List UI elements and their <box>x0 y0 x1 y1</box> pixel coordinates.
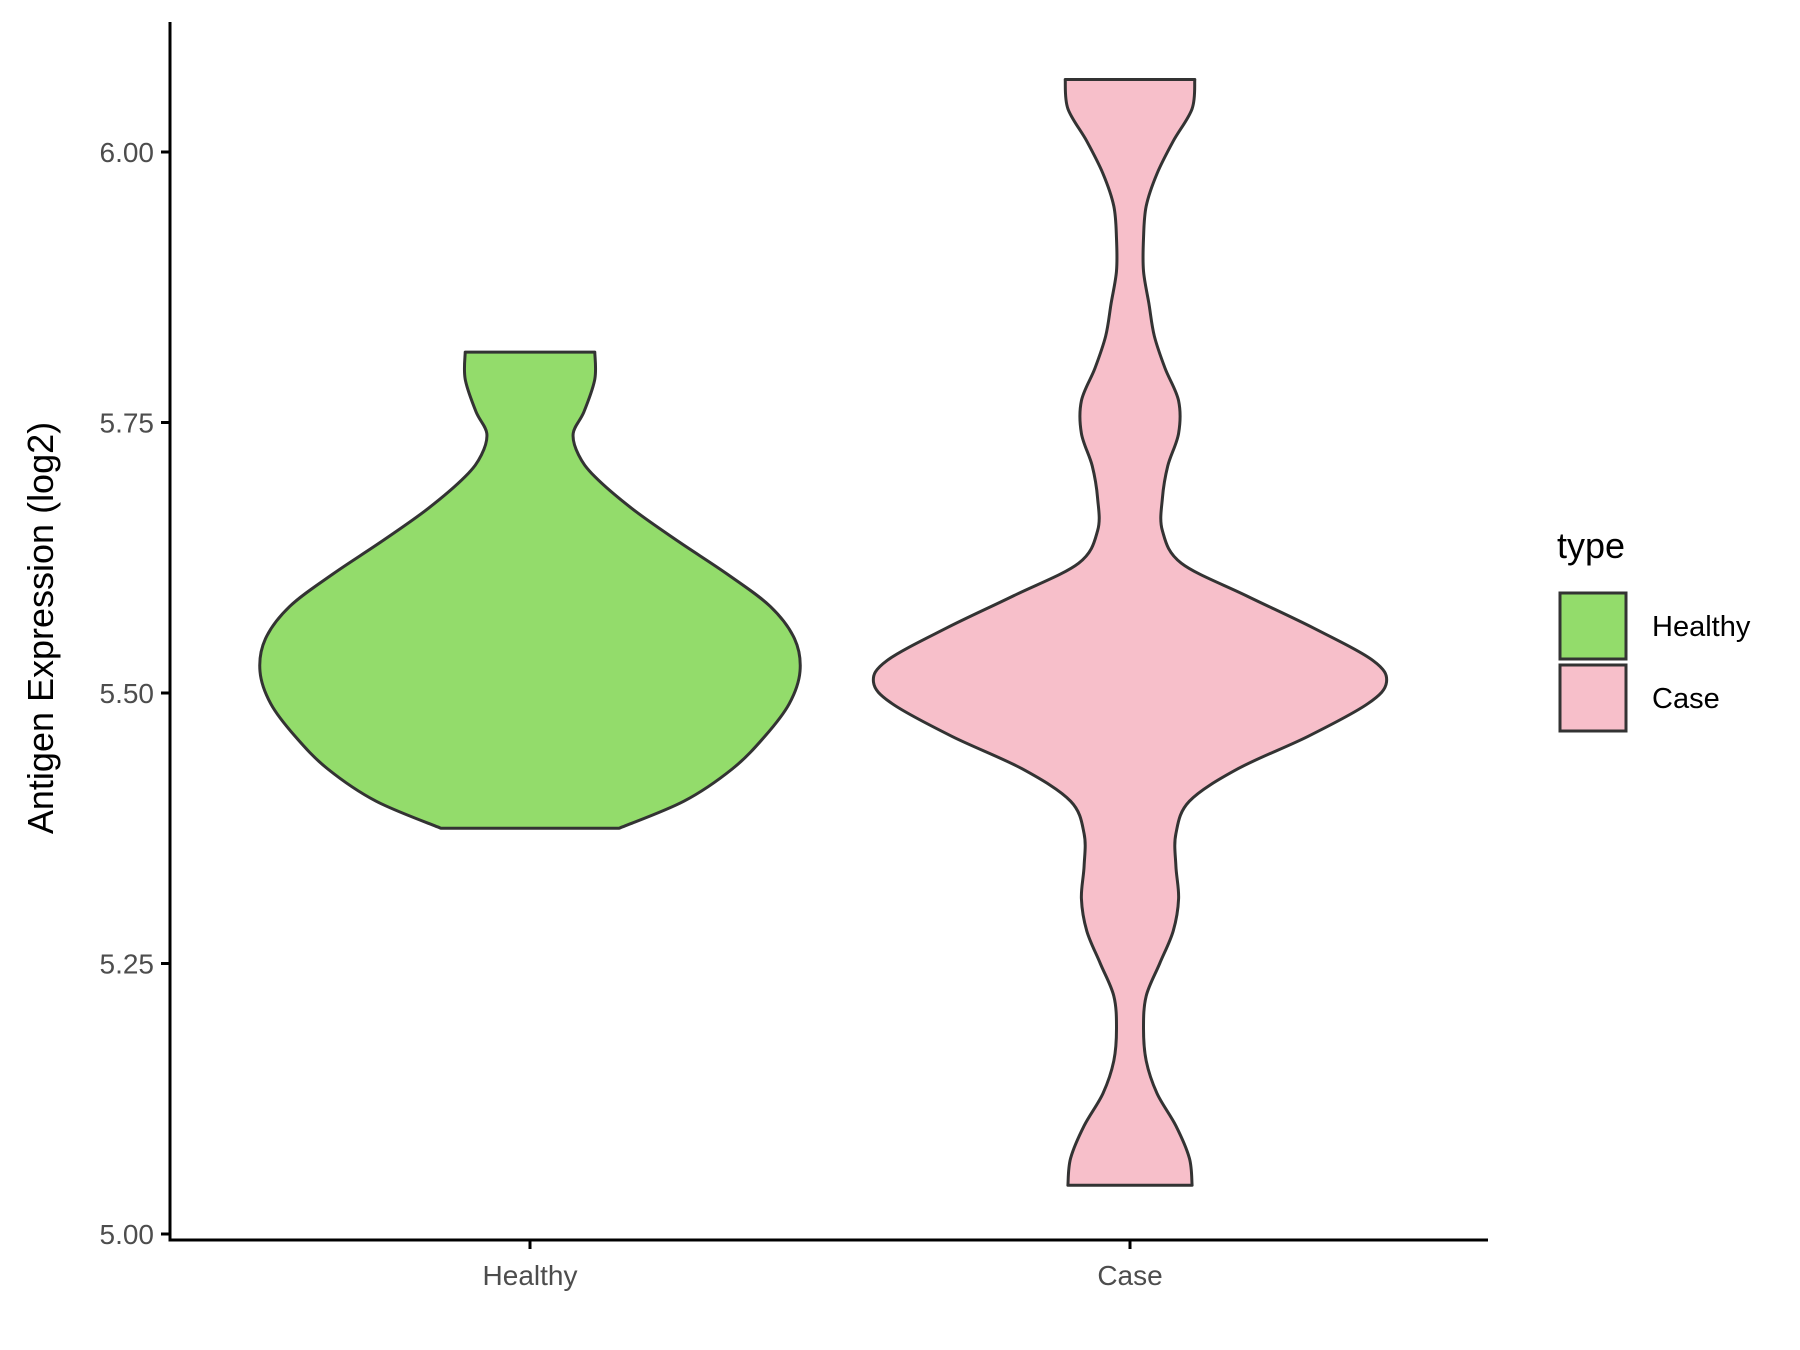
violin-healthy <box>258 350 802 830</box>
y-tick-label: 5.25 <box>100 949 155 980</box>
legend-key-case <box>1558 663 1628 733</box>
legend: type Healthy Case <box>1557 525 1751 733</box>
axes: 5.00 5.25 5.50 5.75 6.00 Healthy Case <box>100 22 1488 1291</box>
y-tick-label: 5.00 <box>100 1219 155 1250</box>
y-tick-label: 5.50 <box>100 678 155 709</box>
legend-label-case: Case <box>1652 683 1720 715</box>
y-axis-title: Antigen Expression (log2) <box>20 422 61 834</box>
x-tick-label: Case <box>1097 1260 1162 1291</box>
legend-key-healthy <box>1558 591 1628 661</box>
legend-title: type <box>1557 525 1625 566</box>
y-tick-label: 6.00 <box>100 137 155 168</box>
y-tick-label: 5.75 <box>100 408 155 439</box>
plot-area <box>258 78 1389 1187</box>
legend-label-healthy: Healthy <box>1652 611 1751 643</box>
violin-case <box>871 78 1389 1187</box>
x-tick-label: Healthy <box>483 1260 578 1291</box>
